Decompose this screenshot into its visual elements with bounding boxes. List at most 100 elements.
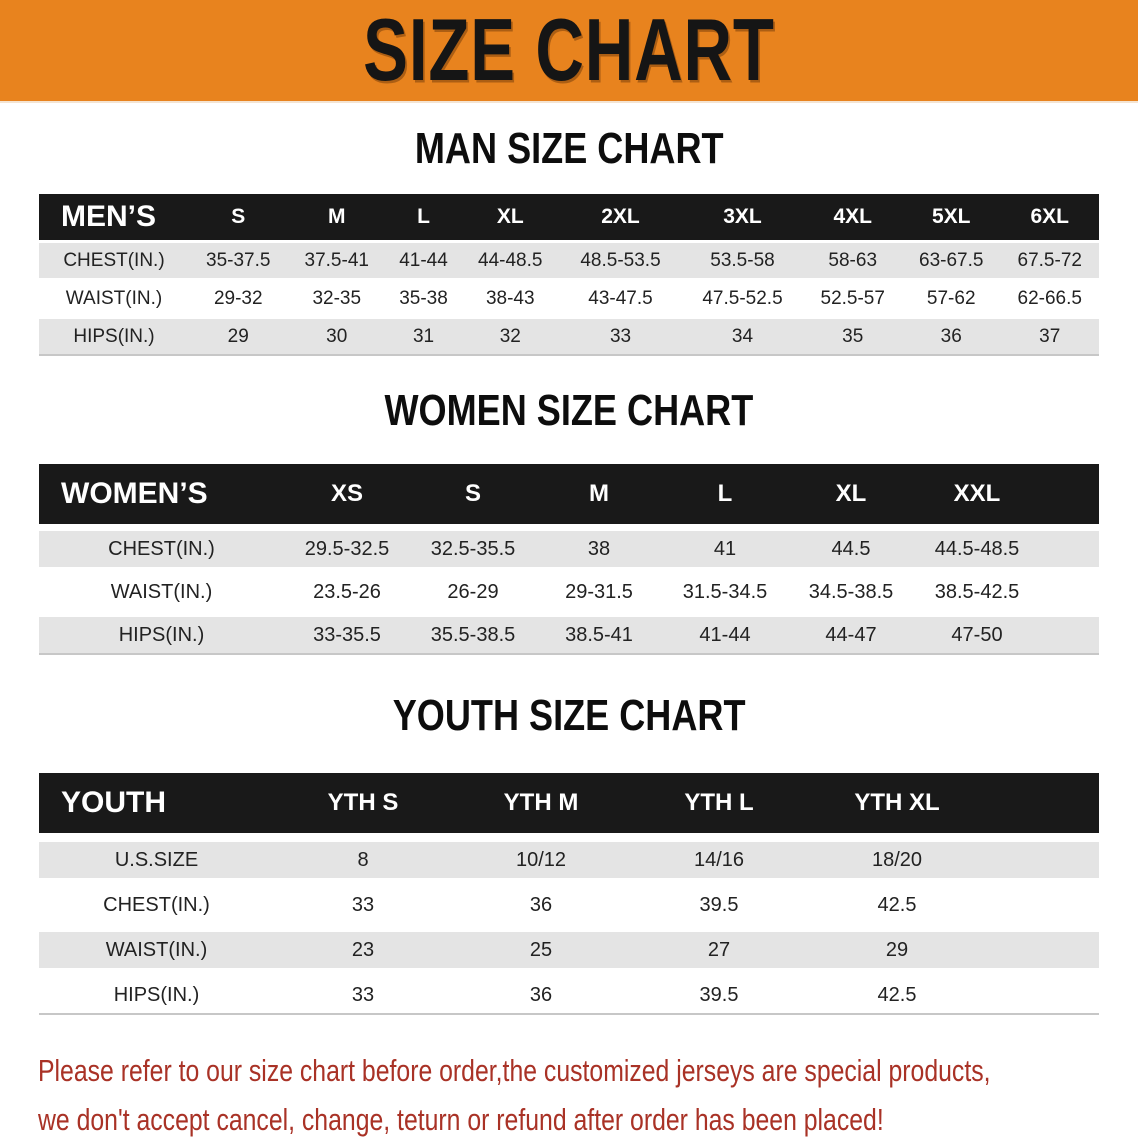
men-waist-row: WAIST(IN.) 29-32 32-35 35-38 38-43 43-47… xyxy=(39,281,1099,316)
men-col-header: S xyxy=(189,194,288,240)
spacer-cell xyxy=(986,842,1099,878)
value-cell: 32 xyxy=(461,319,560,356)
header-spacer xyxy=(1040,464,1099,524)
men-col-header: 5XL xyxy=(901,194,1001,240)
youth-corner-label: YOUTH xyxy=(39,773,274,833)
value-cell: 57-62 xyxy=(901,281,1001,316)
men-section-heading-text: MAN SIZE CHART xyxy=(414,124,724,173)
row-label: CHEST(IN.) xyxy=(39,243,189,278)
value-cell: 48.5-53.5 xyxy=(559,243,682,278)
men-col-header: 4XL xyxy=(803,194,902,240)
value-cell: 29 xyxy=(808,932,986,968)
value-cell: 32-35 xyxy=(287,281,386,316)
row-label: WAIST(IN.) xyxy=(39,574,284,610)
value-cell: 35 xyxy=(803,319,902,356)
value-cell: 42.5 xyxy=(808,887,986,923)
youth-hips-row: HIPS(IN.) 33 36 39.5 42.5 xyxy=(39,977,1099,1015)
value-cell: 42.5 xyxy=(808,977,986,1015)
value-cell: 35.5-38.5 xyxy=(410,617,536,655)
youth-col-header: YTH S xyxy=(274,773,452,833)
value-cell: 33-35.5 xyxy=(284,617,410,655)
value-cell: 41 xyxy=(662,531,788,567)
row-label: U.S.SIZE xyxy=(39,842,274,878)
men-hips-row: HIPS(IN.) 29 30 31 32 33 34 35 36 37 xyxy=(39,319,1099,356)
women-col-header: XS xyxy=(284,464,410,524)
value-cell: 37 xyxy=(1000,319,1099,356)
row-label: WAIST(IN.) xyxy=(39,932,274,968)
value-cell: 32.5-35.5 xyxy=(410,531,536,567)
women-col-header: XL xyxy=(788,464,914,524)
value-cell: 26-29 xyxy=(410,574,536,610)
youth-col-header: YTH M xyxy=(452,773,630,833)
value-cell: 14/16 xyxy=(630,842,808,878)
men-col-header: 2XL xyxy=(559,194,682,240)
value-cell: 44-48.5 xyxy=(461,243,560,278)
men-corner-label: MEN’S xyxy=(39,194,189,240)
women-waist-row: WAIST(IN.) 23.5-26 26-29 29-31.5 31.5-34… xyxy=(39,574,1099,610)
spacer-cell xyxy=(1040,574,1099,610)
value-cell: 52.5-57 xyxy=(803,281,902,316)
value-cell: 10/12 xyxy=(452,842,630,878)
value-cell: 44.5 xyxy=(788,531,914,567)
row-label: HIPS(IN.) xyxy=(39,977,274,1015)
value-cell: 38-43 xyxy=(461,281,560,316)
value-cell: 29-32 xyxy=(189,281,288,316)
value-cell: 67.5-72 xyxy=(1000,243,1099,278)
value-cell: 44-47 xyxy=(788,617,914,655)
row-label: CHEST(IN.) xyxy=(39,887,274,923)
value-cell: 41-44 xyxy=(662,617,788,655)
value-cell: 43-47.5 xyxy=(559,281,682,316)
order-disclaimer: Please refer to our size chart before or… xyxy=(0,1046,1138,1144)
women-section-heading-text: WOMEN SIZE CHART xyxy=(384,386,754,435)
value-cell: 47-50 xyxy=(914,617,1040,655)
value-cell: 63-67.5 xyxy=(901,243,1001,278)
youth-chest-row: CHEST(IN.) 33 36 39.5 42.5 xyxy=(39,887,1099,923)
youth-size-table: YOUTH YTH S YTH M YTH L YTH XL U.S.SIZE … xyxy=(39,764,1099,1024)
row-label: CHEST(IN.) xyxy=(39,531,284,567)
women-section-heading: WOMEN SIZE CHART xyxy=(0,387,1138,435)
youth-col-header: YTH L xyxy=(630,773,808,833)
value-cell: 31 xyxy=(386,319,462,356)
women-chest-row: CHEST(IN.) 29.5-32.5 32.5-35.5 38 41 44.… xyxy=(39,531,1099,567)
value-cell: 35-38 xyxy=(386,281,462,316)
value-cell: 33 xyxy=(559,319,682,356)
disclaimer-line-2: we don't accept cancel, change, teturn o… xyxy=(38,1102,884,1137)
men-size-table: MEN’S S M L XL 2XL 3XL 4XL 5XL 6XL CHEST… xyxy=(39,191,1099,359)
spacer-cell xyxy=(1040,617,1099,655)
value-cell: 39.5 xyxy=(630,977,808,1015)
value-cell: 34 xyxy=(681,319,804,356)
women-col-header: L xyxy=(662,464,788,524)
value-cell: 34.5-38.5 xyxy=(788,574,914,610)
men-col-header: L xyxy=(386,194,462,240)
value-cell: 39.5 xyxy=(630,887,808,923)
header-spacer xyxy=(986,773,1099,833)
row-label: HIPS(IN.) xyxy=(39,617,284,655)
value-cell: 36 xyxy=(452,887,630,923)
value-cell: 38 xyxy=(536,531,662,567)
men-header-row: MEN’S S M L XL 2XL 3XL 4XL 5XL 6XL xyxy=(39,194,1099,240)
value-cell: 62-66.5 xyxy=(1000,281,1099,316)
spacer-cell xyxy=(986,887,1099,923)
value-cell: 31.5-34.5 xyxy=(662,574,788,610)
value-cell: 30 xyxy=(287,319,386,356)
value-cell: 44.5-48.5 xyxy=(914,531,1040,567)
women-size-table: WOMEN’S XS S M L XL XXL CHEST(IN.) 29.5-… xyxy=(39,457,1099,662)
women-corner-label: WOMEN’S xyxy=(39,464,284,524)
men-chest-row: CHEST(IN.) 35-37.5 37.5-41 41-44 44-48.5… xyxy=(39,243,1099,278)
women-col-header: XXL xyxy=(914,464,1040,524)
men-col-header: 3XL xyxy=(681,194,804,240)
value-cell: 47.5-52.5 xyxy=(681,281,804,316)
value-cell: 35-37.5 xyxy=(189,243,288,278)
size-chart-banner: SIZE CHART xyxy=(0,0,1138,103)
disclaimer-line-1: Please refer to our size chart before or… xyxy=(38,1053,991,1088)
banner-title: SIZE CHART xyxy=(363,0,775,100)
value-cell: 36 xyxy=(901,319,1001,356)
youth-ussize-row: U.S.SIZE 8 10/12 14/16 18/20 xyxy=(39,842,1099,878)
value-cell: 25 xyxy=(452,932,630,968)
value-cell: 29.5-32.5 xyxy=(284,531,410,567)
youth-col-header: YTH XL xyxy=(808,773,986,833)
women-col-header: M xyxy=(536,464,662,524)
value-cell: 23.5-26 xyxy=(284,574,410,610)
men-col-header: M xyxy=(287,194,386,240)
value-cell: 38.5-41 xyxy=(536,617,662,655)
